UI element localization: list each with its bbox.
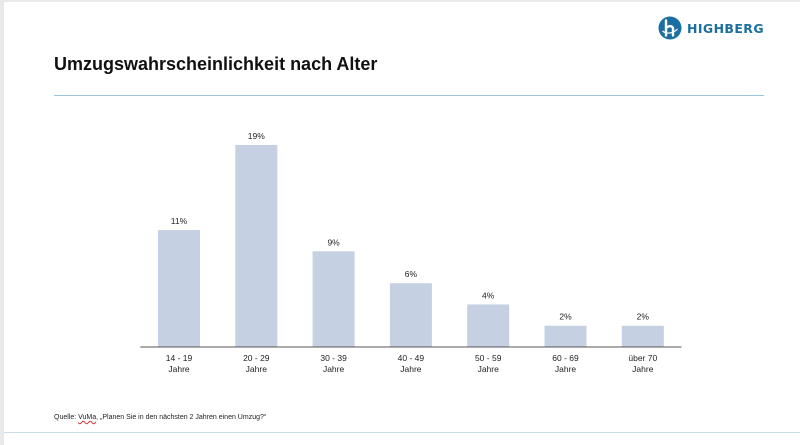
- bar-0: [158, 230, 200, 347]
- footer-divider: [4, 432, 800, 433]
- slide: HIGHBERG Umzugswahrscheinlichkeit nach A…: [4, 2, 800, 445]
- data-label-5: 2%: [559, 312, 572, 322]
- page-title: Umzugswahrscheinlichkeit nach Alter: [54, 54, 378, 74]
- category-sublabel-4: Jahre: [478, 364, 500, 374]
- category-label-3: 40 - 49: [398, 353, 425, 363]
- category-label-5: 60 - 69: [552, 353, 579, 363]
- data-label-4: 4%: [482, 290, 495, 300]
- bar-4: [467, 304, 510, 347]
- bar-2: [312, 251, 355, 347]
- data-label-3: 6%: [405, 269, 418, 279]
- title-divider: [54, 95, 764, 96]
- bar-3: [389, 283, 432, 347]
- brand-logo-text: HIGHBERG: [687, 20, 764, 36]
- category-label-0: 14 - 19: [166, 353, 193, 363]
- category-label-2: 30 - 39: [320, 353, 347, 363]
- category-sublabel-2: Jahre: [323, 364, 345, 374]
- category-label-6: über 70: [628, 353, 657, 363]
- category-sublabel-3: Jahre: [400, 364, 422, 374]
- data-label-2: 9%: [327, 237, 340, 247]
- source-note: Quelle: VuMa, „Planen Sie in den nächste…: [54, 414, 266, 421]
- bar-1: [235, 145, 278, 347]
- source-name: VuMa: [78, 414, 97, 421]
- data-label-6: 2%: [637, 312, 650, 322]
- bar-6: [621, 325, 664, 347]
- category-label-1: 20 - 29: [243, 353, 270, 363]
- data-label-1: 19%: [248, 131, 265, 141]
- category-sublabel-0: Jahre: [168, 364, 190, 374]
- highberg-h-logo-icon: [658, 16, 682, 40]
- source-prefix: Quelle:: [54, 414, 79, 421]
- category-sublabel-1: Jahre: [246, 364, 268, 374]
- data-label-0: 11%: [171, 216, 188, 226]
- category-sublabel-5: Jahre: [555, 364, 577, 374]
- category-label-4: 50 - 59: [475, 353, 502, 363]
- brand-logo: HIGHBERG: [658, 16, 764, 40]
- category-sublabel-6: Jahre: [632, 364, 654, 374]
- bar-5: [544, 325, 587, 347]
- source-question: , „Planen Sie in den nächsten 2 Jahren e…: [96, 414, 267, 421]
